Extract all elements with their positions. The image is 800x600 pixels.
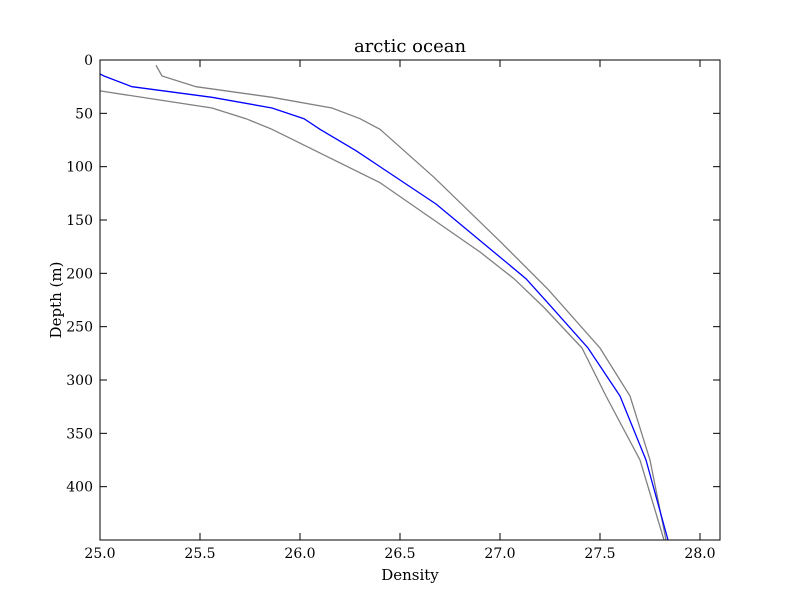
y-tick-label: 250: [66, 320, 93, 336]
chart-title: arctic ocean: [354, 36, 467, 57]
series-line-2: [100, 73, 669, 540]
y-tick-label: 0: [84, 53, 93, 69]
x-tick-label: 26.0: [284, 546, 315, 562]
y-tick-label: 200: [66, 266, 93, 282]
x-tick-label: 27.0: [484, 546, 515, 562]
y-tick-label: 400: [66, 480, 93, 496]
y-tick-label: 300: [66, 373, 93, 389]
series-line-3: [100, 90, 665, 540]
y-tick-label: 350: [66, 426, 93, 442]
x-tick-label: 25.0: [84, 546, 115, 562]
plot-frame: [99, 59, 721, 541]
x-axis-label: Density: [381, 566, 439, 584]
y-tick-label: 100: [66, 160, 93, 176]
x-tick-label: 26.5: [384, 546, 415, 562]
x-tick-label: 27.5: [584, 546, 615, 562]
y-tick-label: 50: [75, 106, 93, 122]
y-tick-label: 150: [66, 213, 93, 229]
x-tick-label: 28.0: [684, 546, 715, 562]
y-axis-label: Depth (m): [47, 262, 65, 339]
series-line-1: [155, 64, 667, 540]
x-tick-label: 25.5: [184, 546, 215, 562]
ticks-layer: 25.0 25.5 26.0 26.5 27.0 27.5 28.0 0 50 100 150 200…: [66, 53, 720, 562]
series-layer: [100, 64, 669, 540]
